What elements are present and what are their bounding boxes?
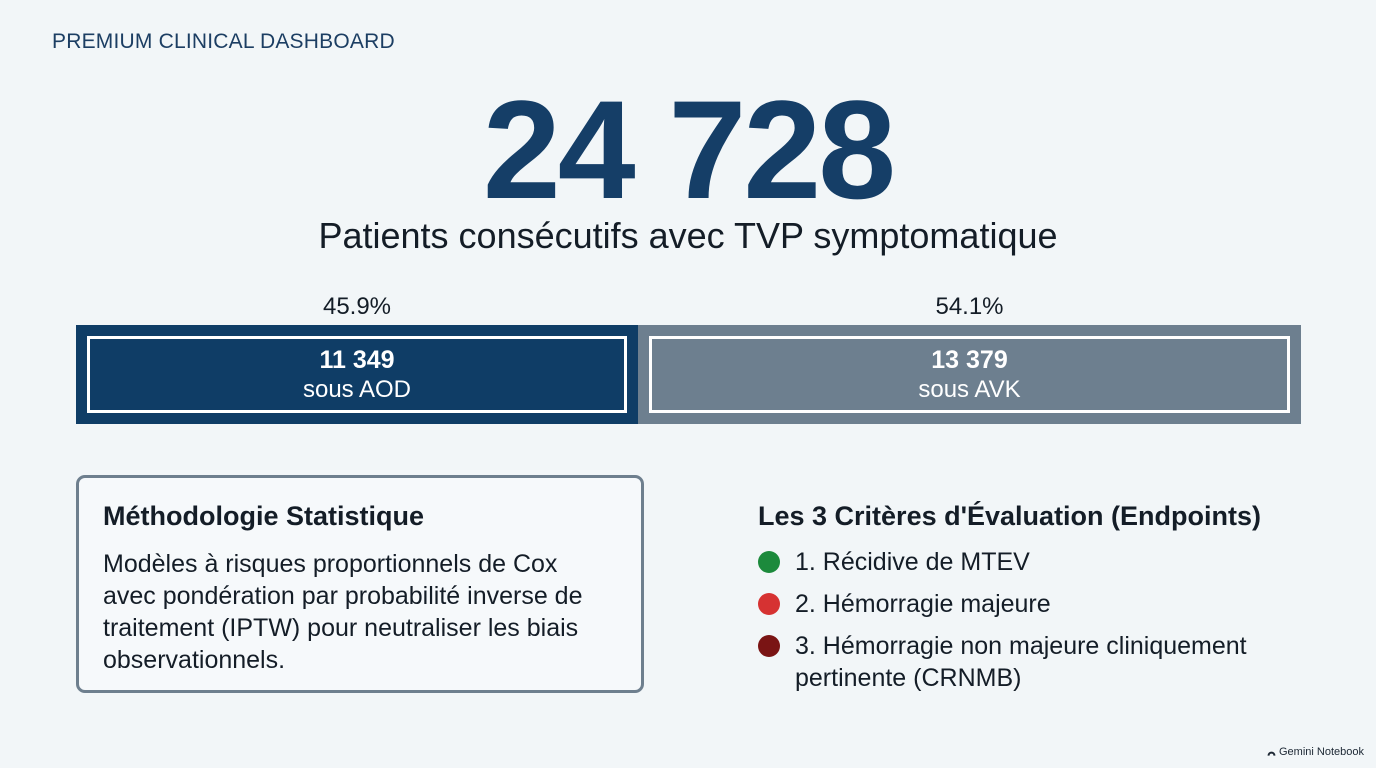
methodology-card: Méthodologie Statistique Modèles à risqu… bbox=[76, 475, 644, 693]
notebook-logo-icon bbox=[1267, 751, 1276, 756]
endpoint-label: 3. Hémorragie non majeure cliniquement p… bbox=[795, 632, 1247, 692]
aod-count: 11 349 bbox=[319, 345, 395, 374]
endpoint-item-mtev: 1. Récidive de MTEV bbox=[758, 546, 1358, 578]
aod-segment: 11 349 sous AOD bbox=[76, 325, 638, 424]
avk-segment-frame: 13 379 sous AVK bbox=[649, 336, 1290, 413]
methodology-text: Modèles à risques proportionnels de Cox … bbox=[103, 550, 583, 674]
endpoints-section: Les 3 Critères d'Évaluation (Endpoints) … bbox=[758, 496, 1358, 704]
green-dot-icon bbox=[758, 551, 780, 573]
aod-percent: 45.9% bbox=[322, 293, 392, 320]
avk-percent: 54.1% bbox=[935, 293, 1004, 320]
endpoint-item-major-bleeding: 2. Hémorragie majeure bbox=[758, 588, 1358, 620]
red-dot-icon bbox=[758, 593, 780, 615]
treatment-split-bar: 11 349 sous AOD 13 379 sous AVK bbox=[76, 325, 1301, 424]
avk-count: 13 379 bbox=[931, 345, 1008, 374]
avk-segment: 13 379 sous AVK bbox=[638, 325, 1301, 424]
gemini-notebook-watermark: Gemini Notebook bbox=[1267, 746, 1364, 758]
total-patients-number: 24 728 bbox=[482, 71, 896, 228]
aod-label: sous AOD bbox=[302, 375, 412, 403]
watermark-text: Gemini Notebook bbox=[1279, 746, 1364, 758]
endpoints-title: Les 3 Critères d'Évaluation (Endpoints) bbox=[758, 501, 1262, 531]
aod-segment-frame: 11 349 sous AOD bbox=[87, 336, 627, 413]
total-patients-subtitle: Patients consécutifs avec TVP symptomati… bbox=[318, 215, 1058, 256]
dark-red-dot-icon bbox=[758, 635, 780, 657]
avk-label: sous AVK bbox=[918, 375, 1021, 403]
methodology-title: Méthodologie Statistique bbox=[103, 501, 424, 531]
endpoint-item-crnmb: 3. Hémorragie non majeure cliniquement p… bbox=[758, 630, 1358, 694]
dashboard-label: PREMIUM CLINICAL DASHBOARD bbox=[52, 30, 395, 53]
endpoint-label: 2. Hémorragie majeure bbox=[795, 590, 1051, 618]
endpoint-label: 1. Récidive de MTEV bbox=[795, 548, 1030, 576]
